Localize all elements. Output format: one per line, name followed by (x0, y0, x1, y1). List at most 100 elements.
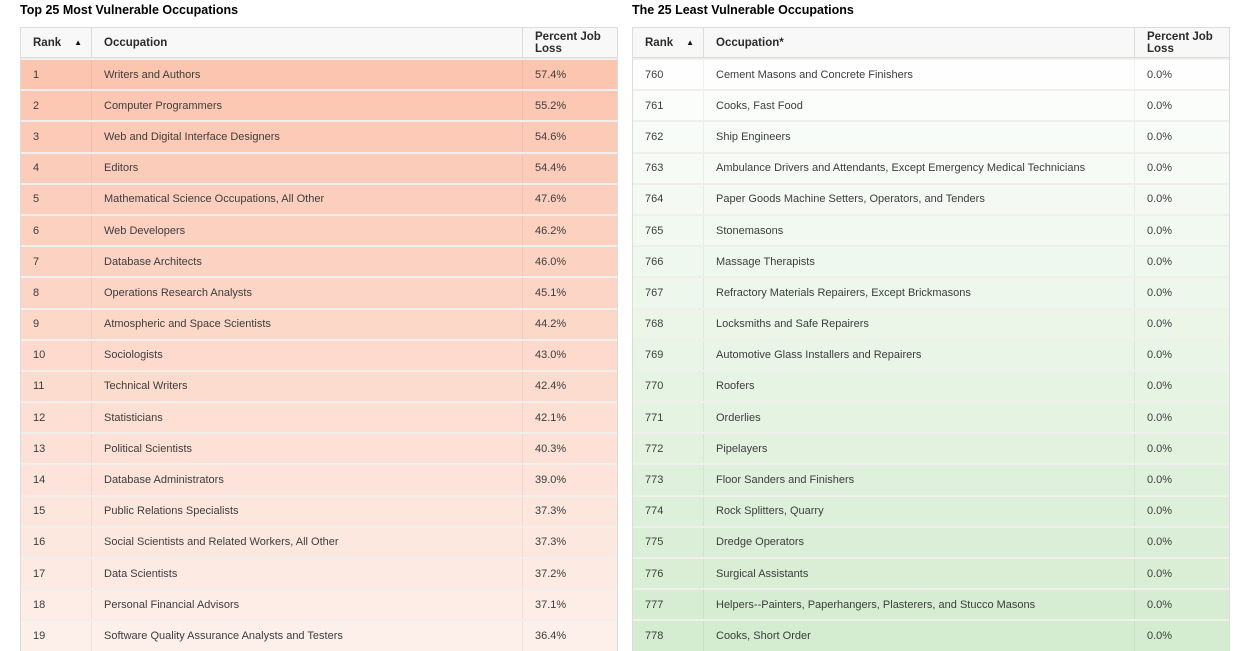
table-row: 2 Computer Programmers 55.2% (21, 89, 617, 121)
rank-cell: 13 (33, 442, 46, 455)
rank-cell: 767 (645, 286, 664, 299)
occupation-cell: Mathematical Science Occupations, All Ot… (91, 184, 522, 214)
table-row: 16 Social Scientists and Related Workers… (21, 525, 617, 557)
table-row: 770 Roofers 0.0% (633, 369, 1229, 402)
percent-cell: 45.1% (522, 278, 617, 308)
table-row: 761 Cooks, Fast Food 0.0% (633, 89, 1229, 121)
occupation-cell: Locksmiths and Safe Repairers (703, 309, 1134, 339)
rank-cell: 15 (33, 505, 46, 518)
rank-cell: 11 (33, 380, 45, 393)
percent-cell: 0.0% (1134, 278, 1229, 308)
occupation-cell: Stonemasons (703, 215, 1134, 246)
occupation-cell: Public Relations Specialists (91, 496, 522, 526)
percent-cell: 0.0% (1134, 559, 1229, 589)
percent-cell: 57.4% (522, 60, 617, 90)
table-row: 777 Helpers--Painters, Paperhangers, Pla… (633, 588, 1229, 620)
column-header-occupation[interactable]: Occupation (91, 28, 522, 57)
occupation-cell: Ambulance Drivers and Attendants, Except… (703, 153, 1134, 183)
column-header-occupation[interactable]: Occupation* (703, 28, 1134, 57)
occupation-cell: Dredge Operators (703, 527, 1134, 557)
occupation-cell: Computer Programmers (91, 91, 522, 121)
table-row: 11 Technical Writers 42.4% (21, 369, 617, 402)
percent-cell: 0.0% (1134, 403, 1229, 433)
rank-cell: 776 (645, 567, 664, 580)
column-header-rank-label: Rank (33, 36, 62, 49)
percent-cell: 0.0% (1134, 91, 1229, 121)
occupation-cell: Refractory Materials Repairers, Except B… (703, 278, 1134, 308)
occupation-cell: Roofers (703, 371, 1134, 402)
percent-cell: 36.4% (522, 621, 617, 651)
table-row: 17 Data Scientists 37.2% (21, 557, 617, 589)
percent-cell: 0.0% (1134, 496, 1229, 526)
percent-cell: 0.0% (1134, 371, 1229, 402)
rank-cell: 3 (33, 130, 40, 143)
table-row: 768 Locksmiths and Safe Repairers 0.0% (633, 307, 1229, 339)
table-row: 760 Cement Masons and Concrete Finishers… (633, 58, 1229, 90)
table-row: 766 Massage Therapists 0.0% (633, 245, 1229, 277)
percent-cell: 37.3% (522, 527, 617, 557)
sort-ascending-icon: ▲ (74, 37, 82, 47)
column-header-percent-label: Percent Job Loss (535, 30, 601, 55)
column-header-rank[interactable]: Rank ▲ (21, 28, 91, 57)
table-row: 775 Dredge Operators 0.0% (633, 525, 1229, 557)
table-header-row: Rank ▲ Occupation* Percent Job Loss (633, 27, 1229, 58)
rank-cell: 2 (33, 99, 40, 112)
table-body: 1 Writers and Authors 57.4% 2 Computer P… (21, 58, 617, 651)
table-row: 3 Web and Digital Interface Designers 54… (21, 120, 617, 152)
table-row: 769 Automotive Glass Installers and Repa… (633, 338, 1229, 370)
percent-cell: 0.0% (1134, 60, 1229, 90)
occupation-cell: Sociologists (91, 340, 522, 370)
table-row: 12 Statisticians 42.1% (21, 401, 617, 433)
rank-cell: 12 (33, 411, 46, 424)
table-row: 13 Political Scientists 40.3% (21, 432, 617, 464)
occupation-cell: Atmospheric and Space Scientists (91, 309, 522, 339)
table-row: 778 Cooks, Short Order 0.0% (633, 619, 1229, 651)
rank-cell: 4 (33, 162, 40, 175)
rank-cell: 17 (33, 567, 46, 580)
table-row: 765 Stonemasons 0.0% (633, 213, 1229, 246)
table-row: 767 Refractory Materials Repairers, Exce… (633, 276, 1229, 308)
table-row: 764 Paper Goods Machine Setters, Operato… (633, 182, 1229, 214)
percent-cell: 0.0% (1134, 122, 1229, 152)
occupation-cell: Pipelayers (703, 434, 1134, 464)
percent-cell: 0.0% (1134, 215, 1229, 246)
occupation-cell: Massage Therapists (703, 247, 1134, 277)
occupation-cell: Data Scientists (91, 559, 522, 589)
column-header-occupation-label: Occupation (104, 36, 168, 49)
table-row: 774 Rock Splitters, Quarry 0.0% (633, 494, 1229, 526)
table-row: 10 Sociologists 43.0% (21, 338, 617, 370)
column-header-percent-job-loss[interactable]: Percent Job Loss (1134, 28, 1229, 57)
occupation-cell: Writers and Authors (91, 60, 522, 90)
rank-cell: 1 (33, 68, 40, 81)
rank-cell: 7 (33, 255, 40, 268)
table-row: 771 Orderlies 0.0% (633, 401, 1229, 433)
percent-cell: 0.0% (1134, 527, 1229, 557)
occupation-cell: Software Quality Assurance Analysts and … (91, 621, 522, 651)
table-title-most-vulnerable: Top 25 Most Vulnerable Occupations (20, 3, 239, 17)
table-header-row: Rank ▲ Occupation Percent Job Loss (21, 27, 617, 58)
percent-cell: 37.2% (522, 559, 617, 589)
table-row: 18 Personal Financial Advisors 37.1% (21, 588, 617, 620)
column-header-percent-job-loss[interactable]: Percent Job Loss (522, 28, 617, 57)
table-row: 1 Writers and Authors 57.4% (21, 58, 617, 90)
rank-cell: 775 (645, 536, 664, 549)
occupation-cell: Statisticians (91, 403, 522, 433)
percent-cell: 54.4% (522, 153, 617, 183)
occupation-cell: Helpers--Painters, Paperhangers, Plaster… (703, 590, 1134, 620)
rank-cell: 760 (645, 68, 664, 81)
table-row: 8 Operations Research Analysts 45.1% (21, 276, 617, 308)
percent-cell: 42.4% (522, 371, 617, 402)
rank-cell: 16 (33, 536, 46, 549)
least-vulnerable-table-panel: The 25 Least Vulnerable Occupations Rank… (632, 0, 1230, 651)
most-vulnerable-table: Rank ▲ Occupation Percent Job Loss 1 Wri… (20, 27, 618, 651)
column-header-rank[interactable]: Rank ▲ (633, 28, 703, 57)
rank-cell: 771 (645, 411, 664, 424)
table-row: 6 Web Developers 46.2% (21, 213, 617, 246)
table-body: 760 Cement Masons and Concrete Finishers… (633, 58, 1229, 651)
percent-cell: 0.0% (1134, 184, 1229, 214)
percent-cell: 42.1% (522, 403, 617, 433)
percent-cell: 40.3% (522, 434, 617, 464)
rank-cell: 762 (645, 130, 664, 143)
occupation-cell: Rock Splitters, Quarry (703, 496, 1134, 526)
occupation-cell: Database Administrators (91, 465, 522, 495)
